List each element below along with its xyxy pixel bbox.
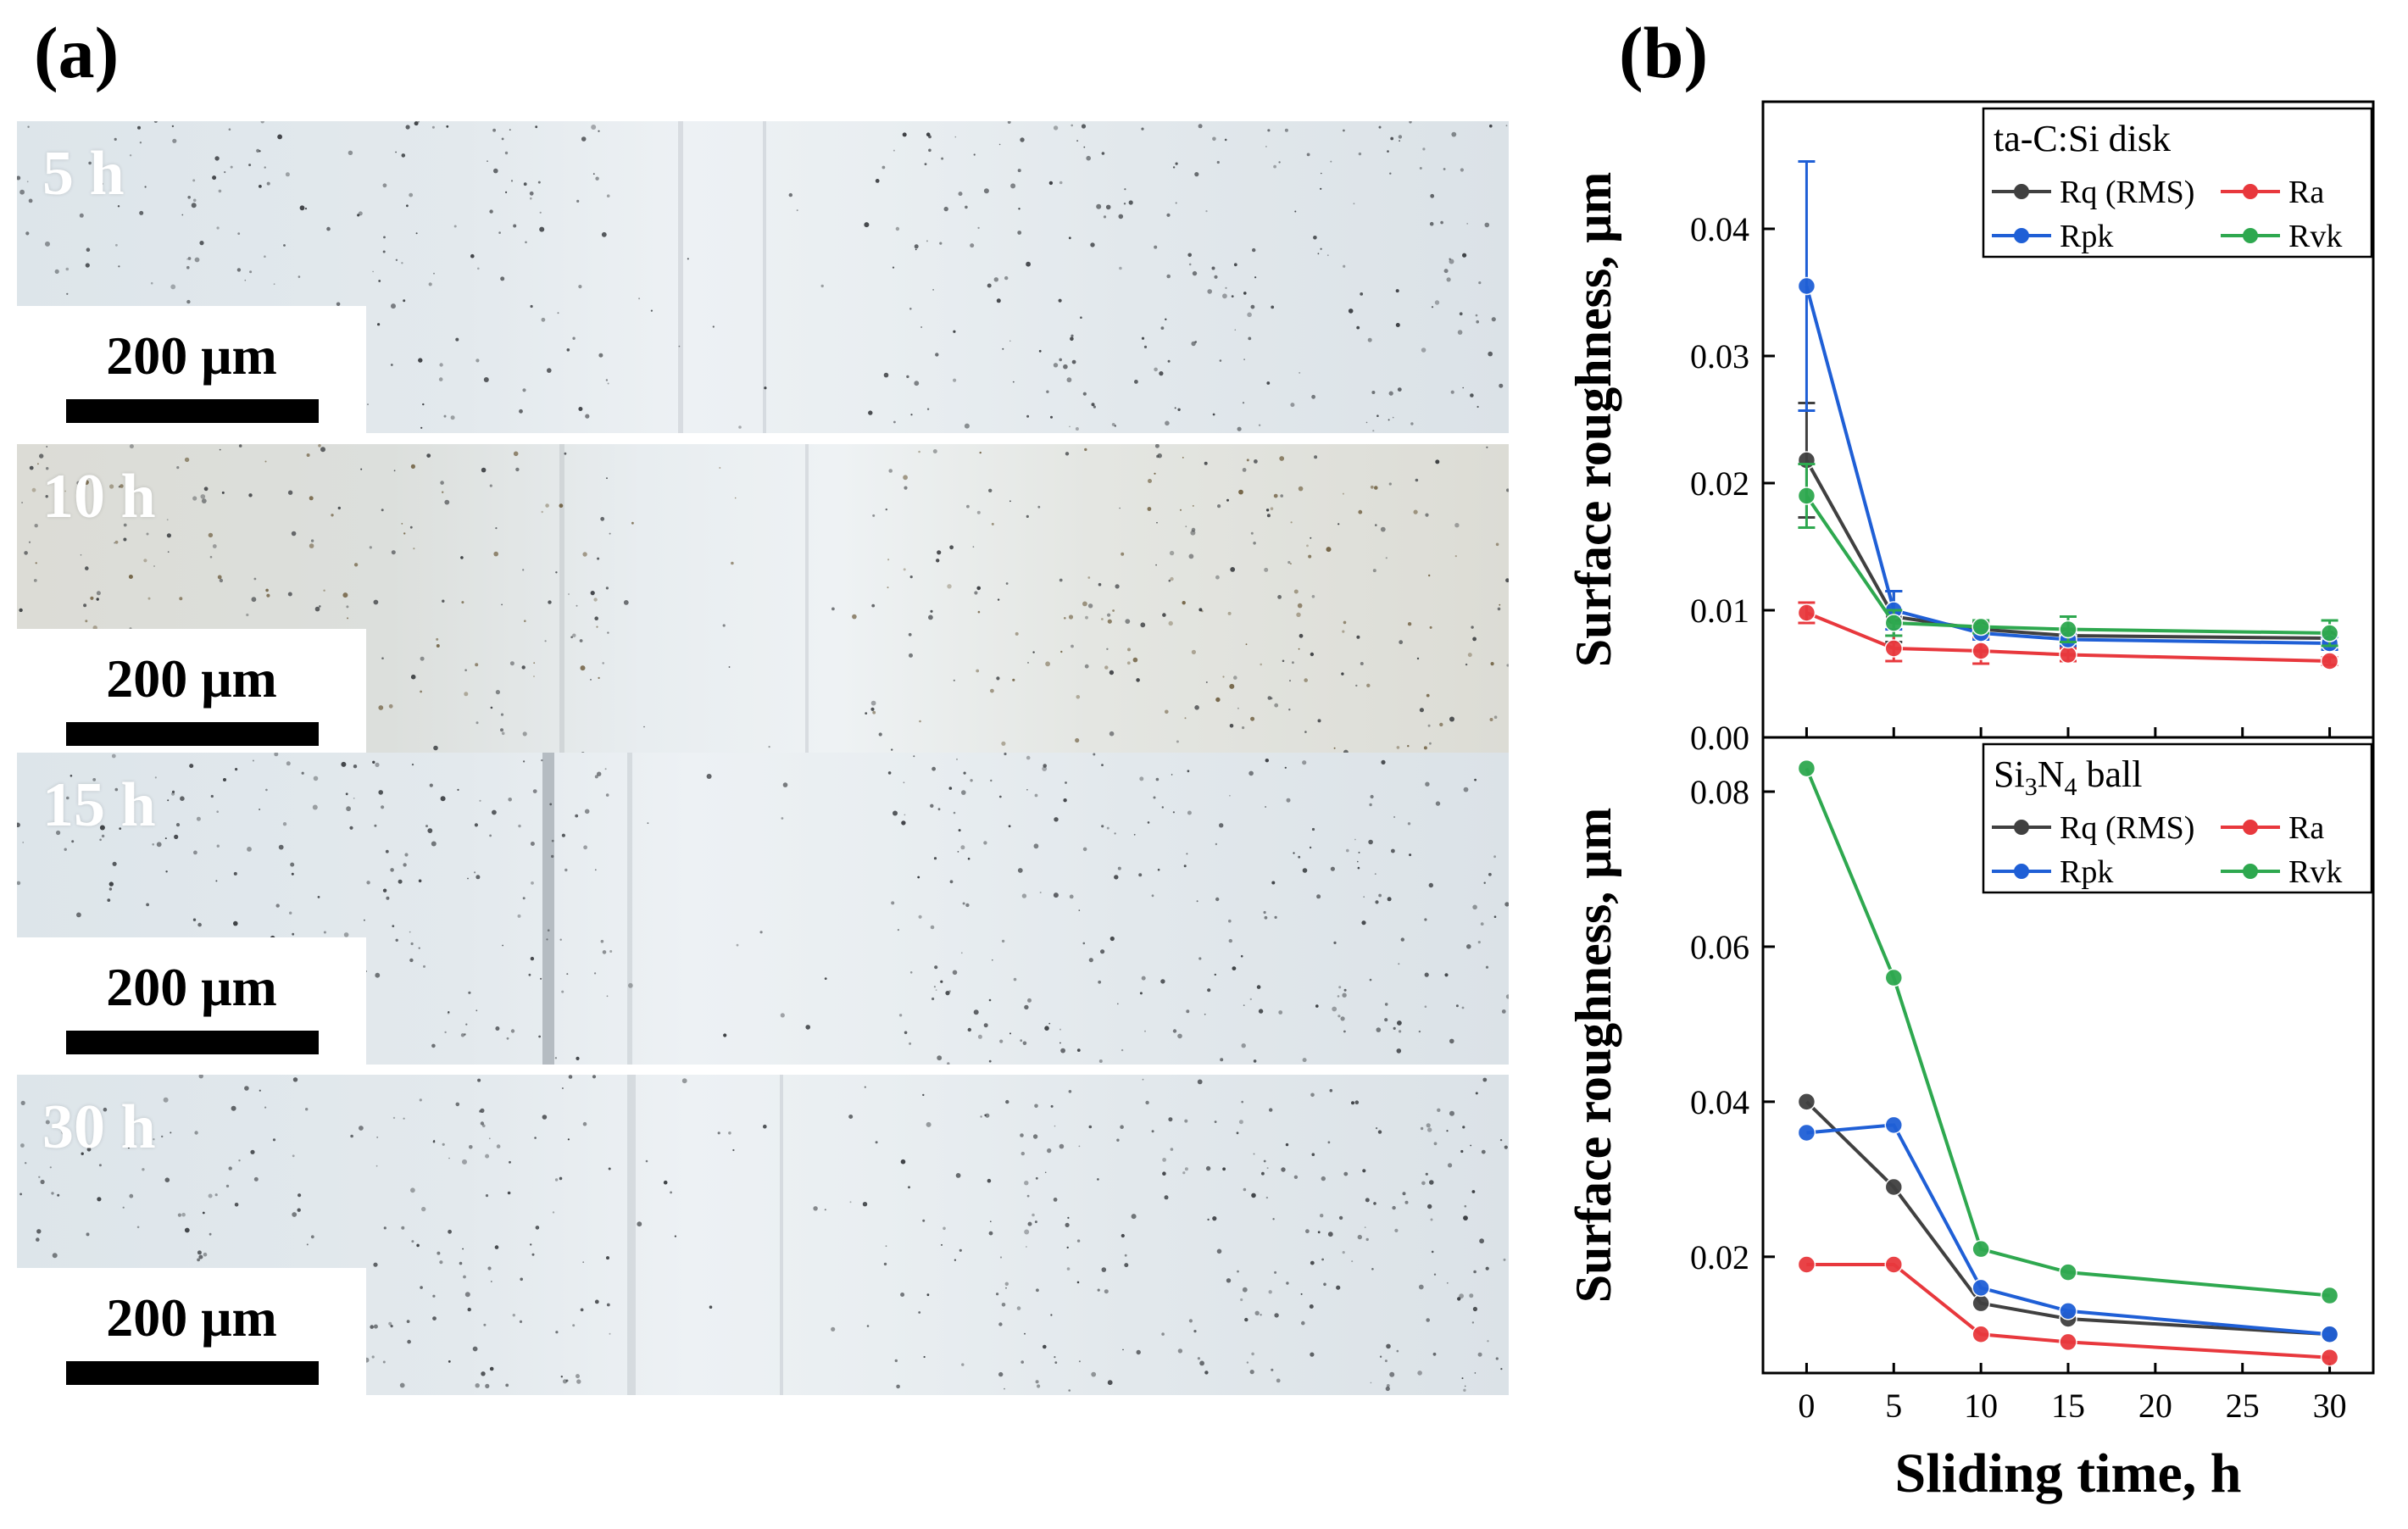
y-axis-label: Surface roughness, μm <box>1565 172 1621 668</box>
data-point <box>1797 276 1816 296</box>
scale-bar-box: 200 μm <box>17 1268 366 1395</box>
y-axis-label: Surface roughness, μm <box>1565 808 1621 1304</box>
data-point <box>2320 1286 2339 1305</box>
x-tick-label: 5 <box>1885 1387 1902 1425</box>
data-point <box>2320 652 2339 670</box>
data-point <box>2059 1263 2077 1282</box>
legend-label: Rvk <box>2288 219 2342 254</box>
scale-bar-box: 200 μm <box>17 629 366 756</box>
data-point <box>1971 1239 1990 1259</box>
y-tick-label: 0.08 <box>1690 773 1749 811</box>
scale-bar-label: 200 μm <box>106 957 277 1017</box>
scale-bar-label: 200 μm <box>106 325 277 386</box>
scale-bar <box>66 1031 319 1054</box>
data-point <box>1971 1278 1990 1298</box>
data-point <box>1884 639 1904 658</box>
data-point <box>1884 1177 1904 1197</box>
time-label: 5 h <box>42 139 125 208</box>
data-point <box>1971 642 1990 660</box>
legend-label: Ra <box>2288 175 2324 210</box>
y-tick-label: 0.00 <box>1690 719 1749 757</box>
scale-bar-label: 200 μm <box>106 648 277 709</box>
micrograph-speckle <box>17 121 1508 432</box>
x-tick-label: 30 <box>2313 1387 2347 1425</box>
micrograph-5h: 5 h 200 μm <box>17 121 1509 433</box>
data-point <box>1797 1093 1816 1111</box>
panel-a-label: (a) <box>34 12 120 93</box>
time-label: 30 h <box>42 1093 156 1162</box>
legend-box <box>1982 742 2373 894</box>
time-label: 15 h <box>42 770 156 840</box>
legend-label: Ra <box>2288 810 2324 846</box>
scale-bar-box: 200 μm <box>17 937 366 1065</box>
x-tick-label: 15 <box>2051 1387 2085 1425</box>
data-point <box>2320 624 2339 642</box>
y-tick-label: 0.04 <box>1690 210 1749 248</box>
legend-label: Rvk <box>2288 854 2342 890</box>
series-line <box>1805 494 2330 635</box>
data-point <box>1971 1325 1990 1344</box>
data-point <box>1971 617 1990 637</box>
micrograph-speckle <box>19 444 1509 756</box>
panel-b-label: (b) <box>1619 12 1709 93</box>
legend-swatch-marker <box>2243 184 2258 199</box>
x-tick-label: 20 <box>2138 1387 2172 1425</box>
legend-label: Rq (RMS) <box>2060 175 2194 210</box>
legend-label: Rq (RMS) <box>2060 810 2194 846</box>
x-axis-label: Sliding time, h <box>1895 1443 2242 1504</box>
data-point <box>2059 1332 2077 1352</box>
legend-title: ta-C:Si disk <box>1994 118 2171 159</box>
x-tick-label: 10 <box>1964 1387 1998 1425</box>
scale-bar-label: 200 μm <box>106 1287 277 1348</box>
data-point <box>1884 1255 1904 1274</box>
y-tick-label: 0.04 <box>1690 1083 1749 1121</box>
y-tick-label: 0.02 <box>1690 1238 1749 1276</box>
legend-swatch-marker <box>2014 820 2029 835</box>
data-point <box>2320 1325 2339 1344</box>
legend-box <box>1982 107 2373 259</box>
data-point <box>1797 1123 1816 1143</box>
x-tick-label: 25 <box>2226 1387 2260 1425</box>
data-point <box>1884 614 1904 632</box>
data-point <box>2059 620 2077 639</box>
legend-swatch-marker <box>2243 820 2258 835</box>
legend-swatch-marker <box>2014 864 2029 879</box>
micrograph-15h: 15 h 200 μm <box>17 753 1509 1065</box>
legend-label: Rpk <box>2060 219 2113 254</box>
data-point <box>1797 1255 1816 1274</box>
x-tick-label: 0 <box>1798 1387 1815 1425</box>
legend-swatch-marker <box>2243 864 2258 879</box>
legend-title: Si3N4 ball <box>1994 753 2142 801</box>
data-point <box>1884 1115 1904 1135</box>
time-label: 10 h <box>42 462 156 531</box>
series-line <box>1805 1100 2330 1337</box>
y-tick-label: 0.06 <box>1690 928 1749 966</box>
y-tick-label: 0.02 <box>1690 464 1749 503</box>
data-point <box>1884 968 1904 987</box>
data-point <box>2059 645 2077 664</box>
micrograph-10h: 10 h 200 μm <box>17 444 1509 756</box>
data-point <box>1797 486 1816 505</box>
roughness-chart: 0.00 0.01 0.02 0.03 0.04 Surface roughness, μ… <box>1565 100 2375 1504</box>
legend-swatch-marker <box>2014 184 2029 199</box>
scale-bar-box: 200 μm <box>17 306 366 433</box>
data-point <box>1797 759 1816 778</box>
y-tick-label: 0.03 <box>1690 337 1749 375</box>
data-point <box>2320 1348 2339 1367</box>
scale-bar <box>66 1361 319 1385</box>
micrograph-30h: 30 h 200 μm <box>17 1075 1509 1395</box>
scale-bar <box>66 399 319 423</box>
y-tick-label: 0.01 <box>1690 592 1749 630</box>
legend-swatch-marker <box>2243 228 2258 243</box>
legend-label: Rpk <box>2060 854 2113 890</box>
data-point <box>1797 603 1816 622</box>
series-line <box>1805 285 2330 645</box>
data-point <box>1971 1293 1990 1313</box>
legend-swatch-marker <box>2014 228 2029 243</box>
data-point <box>2059 1302 2077 1320</box>
scale-bar <box>66 722 319 746</box>
